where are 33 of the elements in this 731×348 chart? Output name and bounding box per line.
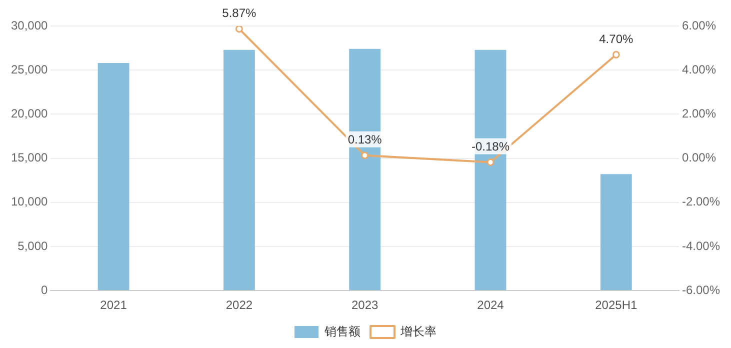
y-tick-label: 5,000 — [18, 238, 48, 253]
data-label: 0.13% — [348, 132, 382, 147]
y2-tick-label: -2.00% — [682, 194, 720, 209]
y2-tick-label: 4.00% — [682, 62, 716, 76]
x-tick-label: 2021 — [100, 298, 128, 312]
point — [486, 158, 494, 166]
y2-tick-label: 2.00% — [682, 106, 716, 121]
y-tick-label: 20,000 — [11, 106, 48, 121]
y2-tick-label: -4.00% — [682, 238, 720, 253]
x-tick-label: 2025H1 — [595, 298, 638, 312]
x-tick-label: 2023 — [351, 298, 379, 312]
data-label: -0.18% — [471, 140, 510, 154]
data-label: 4.70% — [599, 32, 634, 46]
y-tick-label: 10,000 — [11, 194, 48, 209]
y-tick-label: 15,000 — [11, 150, 48, 165]
point — [612, 50, 620, 58]
legend-label: 销售额 — [324, 324, 360, 338]
legend-label: 增长率 — [400, 324, 436, 338]
point — [235, 26, 243, 33]
data-label: 5.87% — [222, 6, 257, 20]
y-tick-label: 25,000 — [11, 62, 48, 76]
y-tick-label: 30,000 — [11, 18, 48, 32]
y2-tick-label: -6.00% — [682, 282, 720, 297]
bar — [98, 63, 130, 290]
bar — [349, 48, 381, 290]
bar — [600, 174, 632, 290]
y2-tick-label: 6.00% — [682, 18, 716, 32]
y-tick-label: 0 — [41, 282, 48, 297]
x-tick-label: 2024 — [477, 298, 504, 312]
point — [361, 152, 369, 160]
y2-tick-label: 0.00% — [682, 150, 716, 165]
bar — [223, 50, 255, 290]
x-tick-label: 2022 — [226, 298, 253, 312]
